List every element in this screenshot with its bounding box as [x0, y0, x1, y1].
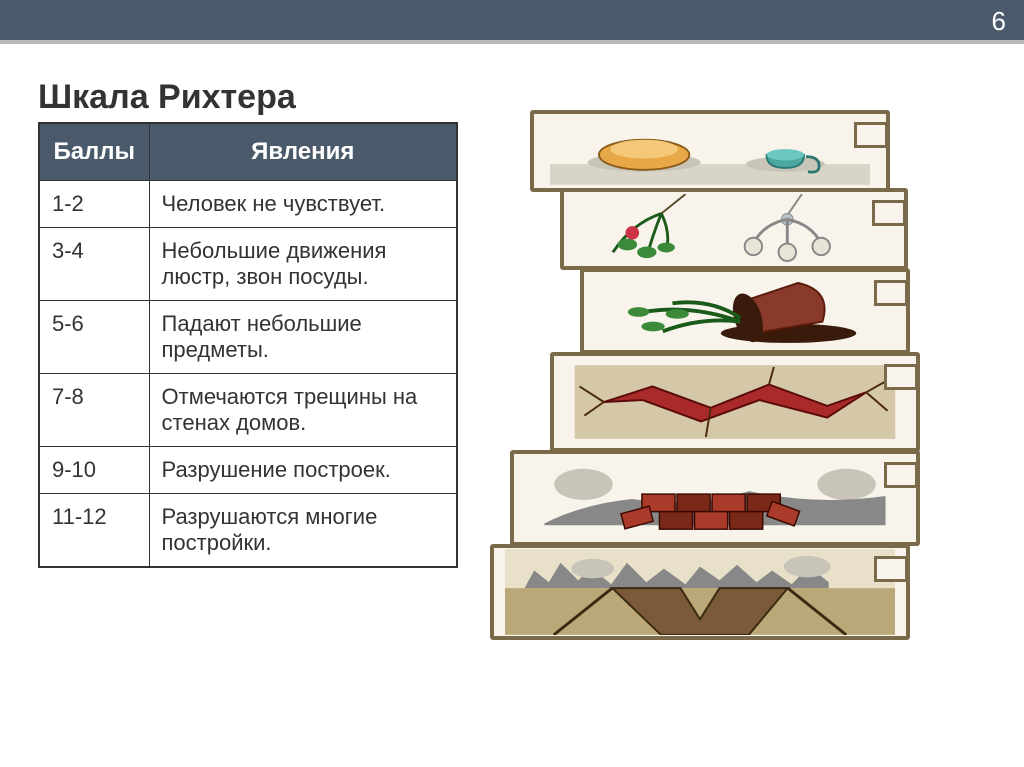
card-swinging	[560, 188, 908, 270]
table-row: 1-2 Человек не чувствует.	[39, 181, 457, 228]
card-tab	[854, 122, 888, 148]
cell-desc: Разрушаются многие постройки.	[149, 494, 457, 568]
col-score-header: Баллы	[39, 123, 149, 181]
card-collapsed-bricks	[510, 450, 920, 546]
fallen-pot-icon	[595, 273, 895, 349]
card-tab	[874, 556, 908, 582]
table-row: 3-4 Небольшие движения люстр, звон посуд…	[39, 228, 457, 301]
cell-score: 11-12	[39, 494, 149, 568]
cell-score: 3-4	[39, 228, 149, 301]
cell-desc: Человек не чувствует.	[149, 181, 457, 228]
swinging-icon	[579, 194, 889, 264]
card-wall-crack	[550, 352, 920, 452]
bricks-icon	[525, 455, 905, 541]
destroyed-city-icon	[505, 549, 895, 635]
illustrations-column	[490, 110, 910, 642]
card-tab	[874, 280, 908, 306]
table-row: 5-6 Падают небольшие предметы.	[39, 301, 457, 374]
cell-desc: Небольшие движения люстр, звон посуды.	[149, 228, 457, 301]
card-fallen-pot	[580, 268, 910, 354]
table-header-row: Баллы Явления	[39, 123, 457, 181]
page-title: Шкала Рихтера	[38, 78, 296, 117]
cell-score: 9-10	[39, 447, 149, 494]
card-tab	[884, 364, 918, 390]
cell-score: 5-6	[39, 301, 149, 374]
cell-desc: Отмечаются трещины на стенах домов.	[149, 374, 457, 447]
table-row: 7-8 Отмечаются трещины на стенах домов.	[39, 374, 457, 447]
cell-score: 1-2	[39, 181, 149, 228]
col-desc-header: Явления	[149, 123, 457, 181]
cell-desc: Падают небольшие предметы.	[149, 301, 457, 374]
cell-desc: Разрушение построек.	[149, 447, 457, 494]
card-dishes	[530, 110, 890, 192]
cell-score: 7-8	[39, 374, 149, 447]
table-row: 11-12 Разрушаются многие постройки.	[39, 494, 457, 568]
page-number: 6	[992, 6, 1006, 37]
card-tab	[884, 462, 918, 488]
table-row: 9-10 Разрушение построек.	[39, 447, 457, 494]
card-destroyed-city	[490, 544, 910, 640]
wall-crack-icon	[565, 357, 905, 447]
dishes-icon	[550, 117, 870, 185]
card-tab	[872, 200, 906, 226]
slide-top-bar: 6	[0, 0, 1024, 44]
richter-table: Баллы Явления 1-2 Человек не чувствует. …	[38, 122, 458, 568]
